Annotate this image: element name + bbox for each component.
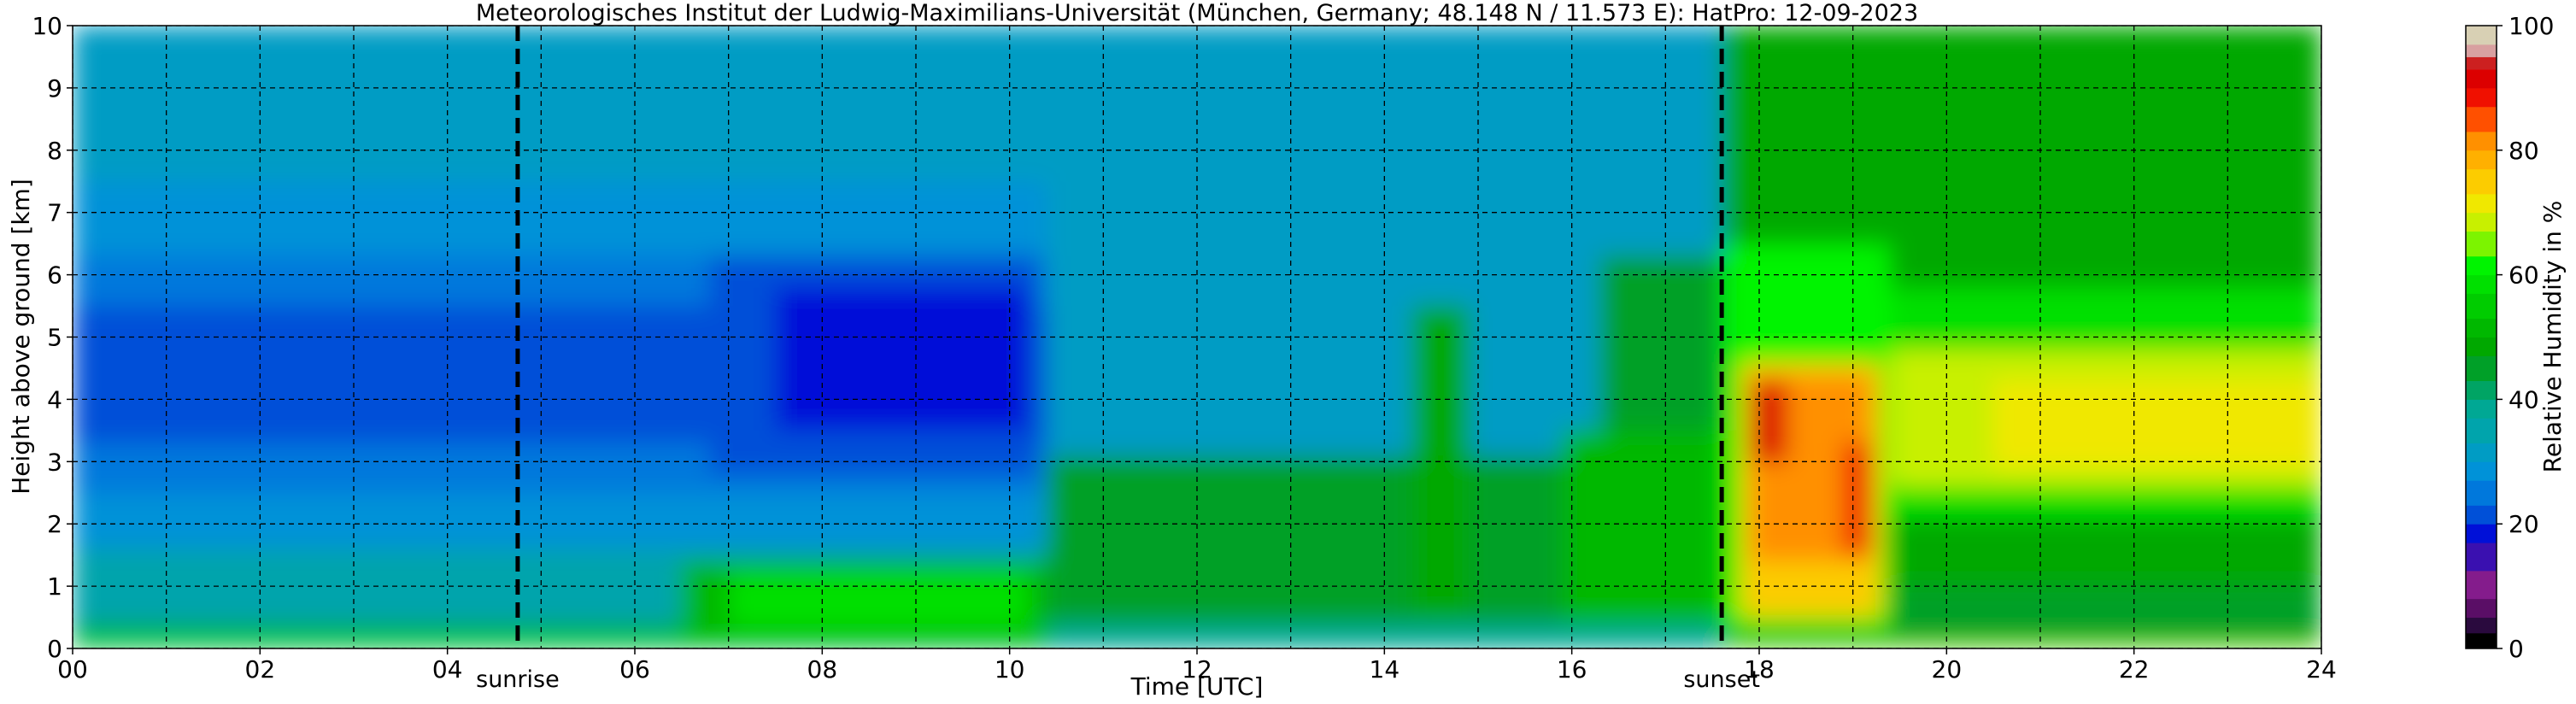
x-tick-label: 08	[807, 655, 838, 683]
x-tick-label: 00	[57, 655, 88, 683]
colorbar-tick-label: 40	[2509, 385, 2539, 414]
colorbar-segment	[2466, 355, 2497, 382]
x-axis-label: Time [UTC]	[1130, 672, 1264, 701]
humidity-region	[1562, 430, 1722, 624]
colorbar-segment	[2466, 26, 2497, 45]
y-axis-label: Height above ground [km]	[7, 179, 35, 495]
x-tick-label: 24	[2306, 655, 2337, 683]
y-tick-label: 4	[47, 385, 62, 414]
sunrise-label: sunrise	[476, 666, 560, 693]
humidity-region	[1843, 443, 1872, 555]
y-tick-label: 3	[47, 448, 62, 476]
x-tick-label: 06	[619, 655, 650, 683]
humidity-region	[73, 26, 1722, 182]
colorbar-tick-label: 20	[2509, 510, 2539, 538]
colorbar-segment	[2466, 418, 2497, 443]
plot-area	[73, 26, 2321, 648]
humidity-region	[1722, 642, 2321, 648]
colorbar-segment	[2466, 632, 2497, 649]
colorbar-segment	[2466, 380, 2497, 400]
y-tick-label: 9	[47, 74, 62, 103]
colorbar-tick-label: 80	[2509, 137, 2539, 165]
colorbar: 0 20 40 60 80 100	[2465, 12, 2554, 663]
y-axis-ticks: 0 1 2 3 4 5 6 7 8 9 10	[32, 12, 73, 663]
colorbar-segment	[2466, 543, 2497, 572]
humidity-region	[728, 573, 1029, 627]
colorbar-segment	[2466, 150, 2497, 170]
colorbar-segment	[2466, 231, 2497, 257]
x-tick-label: 02	[245, 655, 276, 683]
x-tick-label: 20	[1932, 655, 1963, 683]
x-tick-label: 16	[1557, 655, 1587, 683]
colorbar-segment	[2466, 69, 2497, 89]
y-tick-label: 6	[47, 261, 62, 290]
y-tick-label: 0	[47, 635, 62, 663]
humidity-region	[1412, 306, 1470, 618]
colorbar-segment	[2466, 598, 2497, 619]
colorbar-segment	[2466, 399, 2497, 419]
sun-annotations: sunrise sunset	[476, 666, 1760, 693]
colorbar-segment	[2466, 480, 2497, 506]
colorbar-segment	[2466, 461, 2497, 481]
colorbar-segment	[2466, 131, 2497, 151]
humidity-region	[775, 287, 1029, 431]
y-tick-label: 1	[47, 572, 62, 601]
colorbar-segment	[2466, 255, 2497, 276]
sun-markers	[515, 26, 1724, 648]
colorbar-tick-label: 0	[2509, 635, 2524, 663]
x-tick-label: 22	[2119, 655, 2150, 683]
sunset-label: sunset	[1683, 666, 1760, 693]
x-axis-ticks: 00 02 04 06 08 10 12 14 16 18 20 22 24	[57, 648, 2337, 683]
x-tick-label: 14	[1370, 655, 1400, 683]
colorbar-segment	[2466, 505, 2497, 525]
y-tick-label: 2	[47, 510, 62, 538]
colorbar-tick-label: 60	[2509, 261, 2539, 290]
y-tick-label: 8	[47, 137, 62, 165]
colorbar-segment	[2466, 617, 2497, 634]
colorbar-segment	[2466, 337, 2497, 356]
colorbar-segment	[2466, 44, 2497, 57]
colorbar-segment	[2466, 87, 2497, 108]
humidity-field-blurred	[73, 26, 2321, 648]
x-tick-label: 04	[432, 655, 463, 683]
colorbar-segment	[2466, 106, 2497, 132]
humidity-region	[1993, 380, 2321, 468]
colorbar-tick-label: 100	[2509, 12, 2554, 40]
colorbar-segment	[2466, 443, 2497, 462]
x-tick-label: 12	[1182, 655, 1212, 683]
colorbar-segment	[2466, 168, 2497, 195]
y-tick-label: 7	[47, 199, 62, 227]
chart-title: Meteorologisches Institut der Ludwig-Max…	[476, 0, 1918, 26]
colorbar-segment	[2466, 318, 2497, 337]
colorbar-segment	[2466, 570, 2497, 600]
y-tick-label: 10	[32, 12, 62, 40]
colorbar-segment	[2466, 524, 2497, 543]
colorbar-segment	[2466, 56, 2497, 70]
colorbar-frame	[2465, 25, 2497, 649]
grid-lines	[73, 26, 2321, 648]
colorbar-segment	[2466, 212, 2497, 232]
humidity-field	[73, 26, 2321, 648]
colorbar-segment	[2466, 274, 2497, 294]
colorbar-label: Relative Humidity in %	[2538, 201, 2567, 473]
x-tick-label: 10	[995, 655, 1025, 683]
y-tick-label: 5	[47, 324, 62, 352]
colorbar-segment	[2466, 293, 2497, 320]
x-tick-label: 18	[1744, 655, 1775, 683]
humidity-region	[1750, 380, 1787, 462]
colorbar-segment	[2466, 193, 2497, 214]
humidity-region	[73, 632, 1057, 646]
